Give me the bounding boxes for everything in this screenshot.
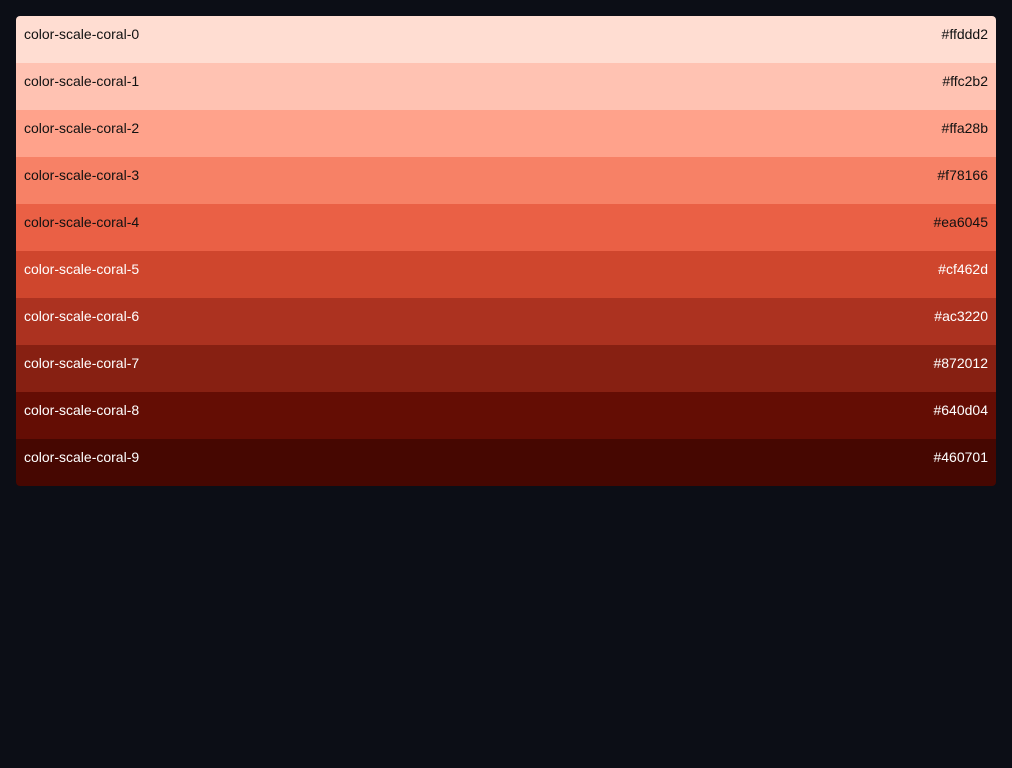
- swatch-coral-0[interactable]: color-scale-coral-0 #ffddd2: [16, 16, 996, 63]
- swatch-coral-6[interactable]: color-scale-coral-6 #ac3220: [16, 298, 996, 345]
- swatch-hex: #cf462d: [938, 261, 988, 277]
- swatch-name: color-scale-coral-0: [24, 26, 140, 42]
- swatch-hex: #ffddd2: [941, 26, 988, 42]
- swatch-coral-2[interactable]: color-scale-coral-2 #ffa28b: [16, 110, 996, 157]
- swatch-hex: #ffa28b: [941, 120, 988, 136]
- swatch-name: color-scale-coral-5: [24, 261, 140, 277]
- swatch-hex: #f78166: [937, 167, 988, 183]
- swatch-coral-9[interactable]: color-scale-coral-9 #460701: [16, 439, 996, 486]
- swatch-name: color-scale-coral-3: [24, 167, 140, 183]
- swatch-coral-1[interactable]: color-scale-coral-1 #ffc2b2: [16, 63, 996, 110]
- swatch-coral-4[interactable]: color-scale-coral-4 #ea6045: [16, 204, 996, 251]
- swatch-name: color-scale-coral-6: [24, 308, 140, 324]
- swatch-coral-8[interactable]: color-scale-coral-8 #640d04: [16, 392, 996, 439]
- swatch-name: color-scale-coral-2: [24, 120, 140, 136]
- swatch-hex: #872012: [933, 355, 988, 371]
- color-palette: color-scale-coral-0 #ffddd2 color-scale-…: [16, 16, 996, 486]
- swatch-hex: #ea6045: [933, 214, 988, 230]
- swatch-hex: #ac3220: [934, 308, 988, 324]
- swatch-name: color-scale-coral-7: [24, 355, 140, 371]
- swatch-name: color-scale-coral-9: [24, 449, 140, 465]
- swatch-name: color-scale-coral-1: [24, 73, 140, 89]
- swatch-hex: #460701: [933, 449, 988, 465]
- swatch-hex: #640d04: [933, 402, 988, 418]
- swatch-hex: #ffc2b2: [942, 73, 988, 89]
- swatch-coral-3[interactable]: color-scale-coral-3 #f78166: [16, 157, 996, 204]
- swatch-coral-5[interactable]: color-scale-coral-5 #cf462d: [16, 251, 996, 298]
- swatch-name: color-scale-coral-8: [24, 402, 140, 418]
- swatch-coral-7[interactable]: color-scale-coral-7 #872012: [16, 345, 996, 392]
- swatch-name: color-scale-coral-4: [24, 214, 140, 230]
